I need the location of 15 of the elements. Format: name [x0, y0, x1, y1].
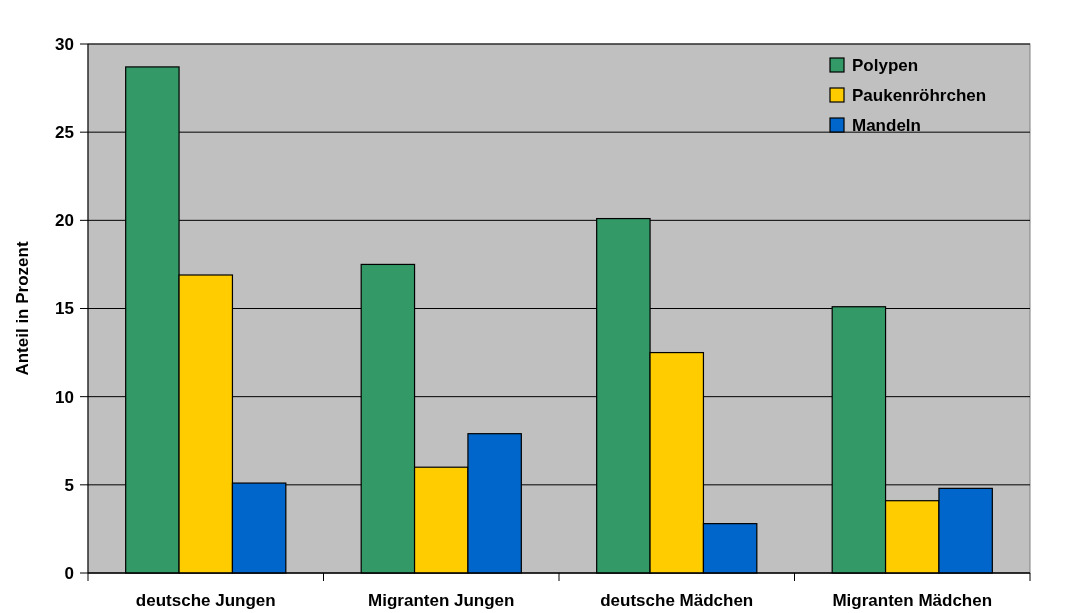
y-tick-label: 30: [55, 34, 74, 54]
x-tick-label: Migranten Mädchen: [832, 591, 993, 610]
y-tick-label: 0: [64, 563, 74, 583]
y-tick-label: 15: [55, 299, 74, 319]
y-tick-label: 10: [55, 387, 74, 407]
y-tick-label: 5: [64, 475, 74, 495]
legend-label: Mandeln: [852, 115, 921, 135]
x-tick-label: deutsche Mädchen: [600, 591, 754, 610]
y-axis-title: Anteil in Prozent: [13, 241, 32, 376]
x-tick-label: deutsche Jungen: [135, 591, 276, 610]
legend-label: Paukenröhrchen: [852, 85, 987, 105]
x-tick-label: Migranten Jungen: [368, 591, 515, 610]
y-tick-label: 20: [55, 211, 74, 231]
legend-label: Polypen: [852, 55, 919, 75]
y-tick-label: 25: [55, 123, 74, 143]
